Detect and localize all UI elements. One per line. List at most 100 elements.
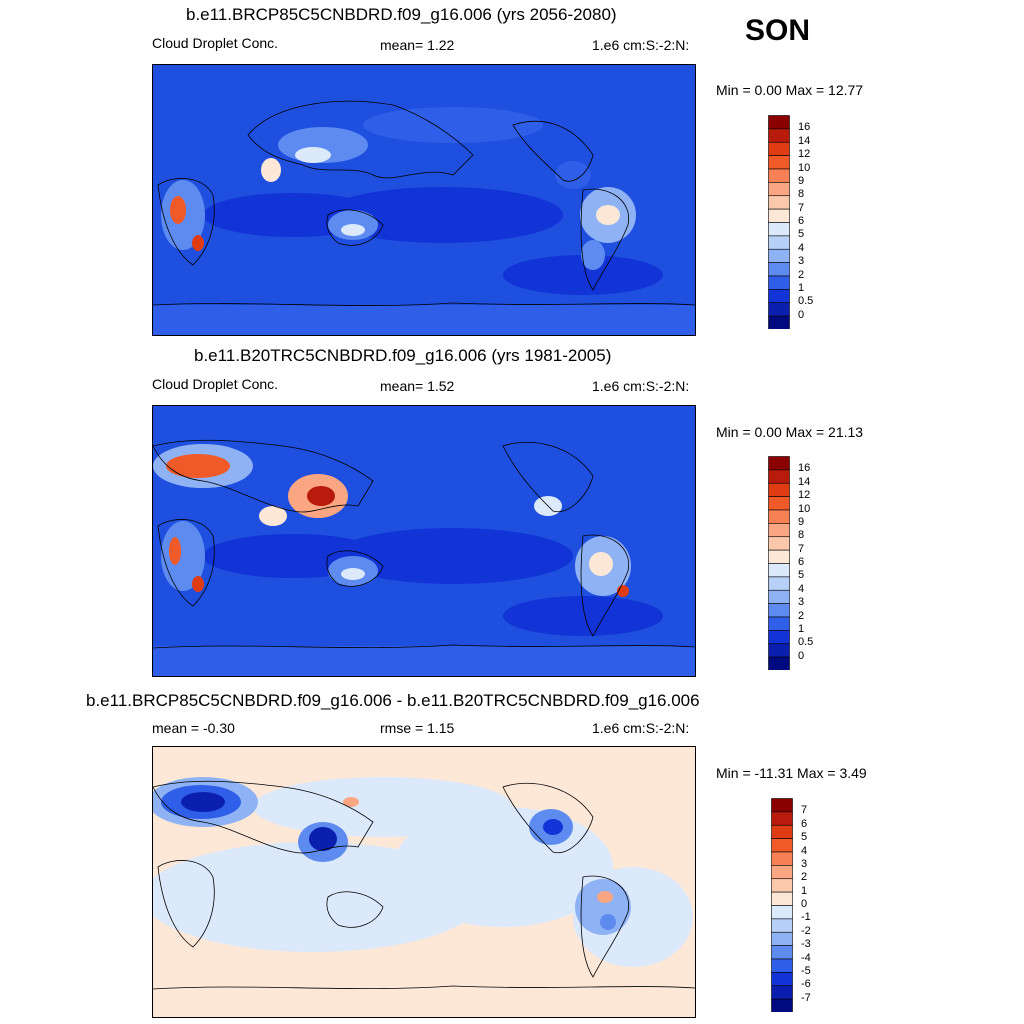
colorbar-swatch <box>771 811 793 826</box>
panel-2-colorbar-labels: 16 14 12 10 9 8 7 6 5 4 3 2 1 0.5 0 <box>798 456 838 670</box>
season-label: SON <box>745 14 811 47</box>
colorbar-tick-label: 0 <box>798 308 805 321</box>
colorbar-tick-label: 3 <box>798 596 805 609</box>
colorbar-swatch <box>768 115 790 130</box>
panel-3-colorbar <box>771 798 793 1013</box>
colorbar-tick-label: -3 <box>801 938 811 951</box>
colorbar-tick-label: 7 <box>801 804 808 817</box>
colorbar-tick-label: 1 <box>801 884 808 897</box>
colorbar-swatch <box>768 195 790 210</box>
panel-2-colorbar <box>768 456 790 671</box>
panel-1-mean-label: mean= 1.22 <box>380 37 455 53</box>
panel-1-title: b.e11.BRCP85C5CNBDRD.f09_g16.006 (yrs 20… <box>186 5 617 24</box>
colorbar-tick-label: 9 <box>798 515 805 528</box>
panel-2-minmax-label: Min = 0.00 Max = 21.13 <box>716 424 864 440</box>
panel-1-minmax-label: Min = 0.00 Max = 12.77 <box>716 82 864 98</box>
panel-3-units-label: 1.e6 cm:S:-2:N: <box>592 720 690 736</box>
colorbar-tick-label: 7 <box>798 201 805 214</box>
colorbar-swatch <box>768 643 790 658</box>
colorbar-swatch <box>771 905 793 920</box>
colorbar-tick-label: 16 <box>798 462 811 475</box>
colorbar-tick-label: -1 <box>801 911 811 924</box>
colorbar-tick-label: 10 <box>798 502 811 515</box>
colorbar-tick-label: 0.5 <box>798 295 814 308</box>
colorbar-swatch <box>771 945 793 960</box>
colorbar-swatch <box>771 798 793 813</box>
colorbar-swatch <box>768 496 790 511</box>
colorbar-swatch <box>771 891 793 906</box>
colorbar-tick-label: 6 <box>798 215 805 227</box>
colorbar-swatch <box>768 563 790 578</box>
colorbar-swatch <box>768 315 790 330</box>
colorbar-swatch <box>768 456 790 471</box>
colorbar-tick-label: 1 <box>798 622 805 635</box>
panel-1-units-label: 1.e6 cm:S:-2:N: <box>592 37 690 53</box>
colorbar-swatch <box>768 523 790 538</box>
colorbar-swatch <box>768 248 790 263</box>
colorbar-tick-label: 12 <box>798 148 811 161</box>
colorbar-swatch <box>768 589 790 604</box>
colorbar-tick-label: 1 <box>798 281 805 294</box>
colorbar-swatch <box>768 616 790 631</box>
panel-2-title: b.e11.B20TRC5CNBDRD.f09_g16.006 (yrs 198… <box>194 346 612 365</box>
colorbar-swatch <box>768 141 790 156</box>
panel-1-colorbar-labels: 16 14 12 10 9 8 7 6 5 4 3 2 1 0.5 0 <box>798 115 838 329</box>
colorbar-swatch <box>768 482 790 497</box>
colorbar-swatch <box>768 549 790 564</box>
panel-1-colorbar <box>768 115 790 330</box>
colorbar-swatch <box>771 878 793 893</box>
colorbar-tick-label: 2 <box>798 268 805 281</box>
colorbar-swatch <box>768 576 790 591</box>
panel-1-variable-label: Cloud Droplet Conc. <box>152 35 279 51</box>
colorbar-swatch <box>768 155 790 170</box>
colorbar-tick-label: 14 <box>798 134 811 147</box>
panel-3-mean-label: mean = -0.30 <box>152 720 235 736</box>
colorbar-tick-label: 2 <box>798 609 805 622</box>
colorbar-swatch <box>768 509 790 524</box>
colorbar-swatch <box>768 536 790 551</box>
colorbar-swatch <box>768 603 790 618</box>
colorbar-tick-label: 5 <box>798 569 805 582</box>
colorbar-swatch <box>768 275 790 290</box>
colorbar-tick-label: 4 <box>798 241 805 254</box>
colorbar-tick-label: -5 <box>801 964 811 977</box>
colorbar-tick-label: 5 <box>801 831 808 844</box>
colorbar-swatch <box>771 998 793 1013</box>
colorbar-tick-label: -7 <box>801 991 811 1004</box>
colorbar-swatch <box>768 302 790 317</box>
colorbar-swatch <box>768 656 790 671</box>
panel-3-rmse-label: rmse = 1.15 <box>380 720 455 736</box>
colorbar-tick-label: 3 <box>801 857 808 870</box>
colorbar-tick-label: 2 <box>801 871 808 884</box>
colorbar-swatch <box>768 182 790 197</box>
panel-2-variable-label: Cloud Droplet Conc. <box>152 376 279 392</box>
colorbar-tick-label: 0 <box>798 649 805 662</box>
panel-3-title: b.e11.BRCP85C5CNBDRD.f09_g16.006 - b.e11… <box>86 691 700 710</box>
colorbar-tick-label: 5 <box>798 228 805 241</box>
colorbar-tick-label: 7 <box>798 542 805 555</box>
colorbar-swatch <box>771 931 793 946</box>
colorbar-tick-label: 9 <box>798 174 805 187</box>
colorbar-tick-label: 6 <box>798 556 805 568</box>
colorbar-swatch <box>768 469 790 484</box>
colorbar-tick-label: 14 <box>798 475 811 488</box>
colorbar-tick-label: 12 <box>798 489 811 502</box>
colorbar-swatch <box>768 262 790 277</box>
colorbar-tick-label: 8 <box>798 529 805 542</box>
panel-2-units-label: 1.e6 cm:S:-2:N: <box>592 378 690 394</box>
panel-2-mean-label: mean= 1.52 <box>380 378 455 394</box>
panel-1-map <box>152 64 696 336</box>
colorbar-swatch <box>771 824 793 839</box>
colorbar-tick-label: -2 <box>801 924 811 937</box>
colorbar-swatch <box>768 128 790 143</box>
colorbar-tick-label: 8 <box>798 188 805 201</box>
colorbar-tick-label: 16 <box>798 121 811 134</box>
colorbar-tick-label: 0.5 <box>798 636 814 649</box>
colorbar-tick-label: -6 <box>801 978 811 991</box>
colorbar-swatch <box>771 985 793 1000</box>
panel-3-minmax-label: Min = -11.31 Max = 3.49 <box>716 765 867 781</box>
colorbar-tick-label: 10 <box>798 161 811 174</box>
colorbar-swatch <box>771 918 793 933</box>
colorbar-tick-label: -4 <box>801 951 811 964</box>
colorbar-swatch <box>771 958 793 973</box>
